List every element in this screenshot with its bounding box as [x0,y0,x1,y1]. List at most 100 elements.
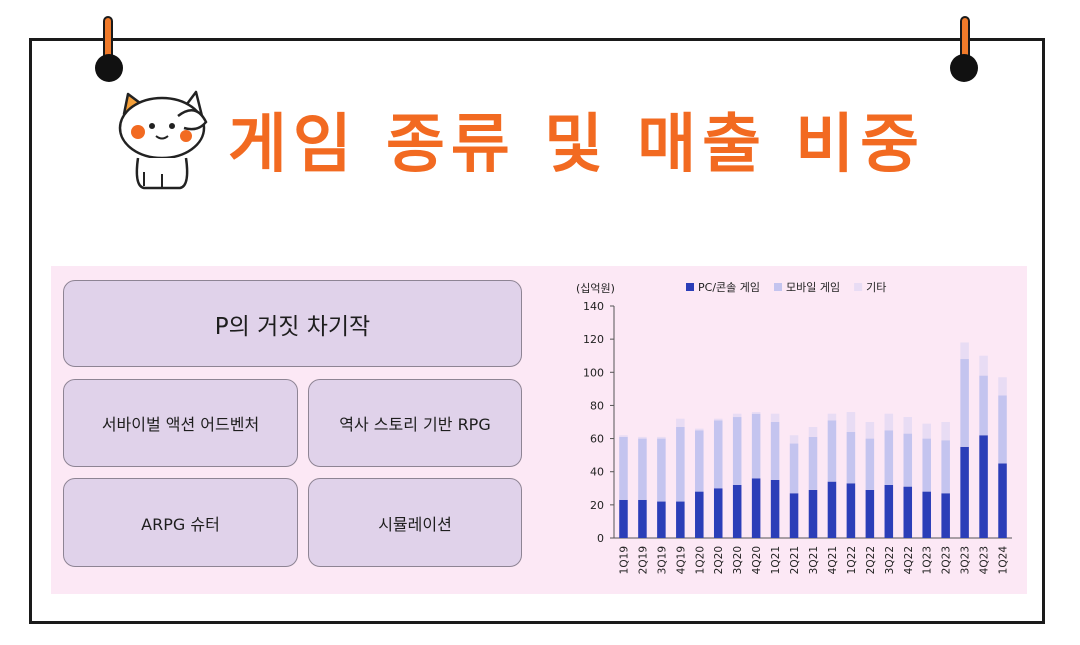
y-tick-label: 80 [590,399,604,412]
y-tick-label: 0 [597,532,604,545]
y-tick-label: 20 [590,499,604,512]
x-tick-label: 3Q23 [960,546,972,574]
bar-segment [732,413,742,418]
cat-mascot-icon [118,90,208,190]
bar-segment [998,463,1007,538]
bar-segment [751,413,761,479]
x-tick-label: 4Q21 [827,546,839,574]
x-tick-label: 2Q21 [789,546,801,574]
bar-segment [695,491,704,538]
genre-label: 역사 스토리 기반 RPG [339,415,491,434]
bar-segment [657,436,666,439]
bar-segment [619,436,628,500]
bar-segment [789,443,799,494]
legend-label: 모바일 게임 [786,280,840,294]
bar-segment [846,483,856,538]
x-tick-label: 3Q22 [884,546,896,574]
y-tick-label: 60 [590,433,604,446]
x-tick-label: 3Q19 [656,546,668,574]
bar-segment [657,501,666,538]
x-tick-label: 1Q22 [846,546,858,574]
bar-segment [922,438,931,492]
bar-segment [770,480,780,538]
chart-unit-label: (십억원) [576,282,615,295]
x-tick-label: 2Q19 [637,546,649,574]
x-tick-label: 1Q21 [770,546,782,574]
bar-segment [732,484,742,538]
genre-box-survival: 서바이벌 액션 어드벤처 [63,379,298,467]
bar-segment [827,413,837,421]
x-tick-label: 1Q24 [998,546,1010,575]
bar-segment [998,377,1007,396]
bar-segment [941,422,950,441]
x-tick-label: 1Q20 [694,546,706,574]
chart-bars [619,342,1007,538]
bar-segment [903,433,913,487]
bar-segment [941,440,950,494]
bar-segment [732,417,742,485]
bar-segment [960,359,969,447]
left-pin-icon [95,54,123,82]
bar-segment [922,491,931,538]
bar-segment [713,418,723,421]
bar-segment [638,438,647,500]
y-tick-label: 140 [583,300,604,313]
bar-segment [998,395,1007,464]
x-tick-label: 3Q20 [732,546,744,574]
bar-segment [638,436,647,439]
bar-segment [865,489,875,538]
genre-label: 서바이벌 액션 어드벤처 [101,415,260,434]
bar-segment [979,375,988,436]
bar-segment [827,420,837,482]
legend-label: PC/콘솔 게임 [698,281,760,294]
x-tick-label: 4Q19 [675,546,687,574]
bar-segment [960,342,969,360]
bar-segment [884,484,894,538]
genre-label: ARPG 슈터 [141,514,220,534]
bar-segment [808,436,818,490]
bar-segment [676,501,685,538]
genre-box-rpg: 역사 스토리 기반 RPG [308,379,522,467]
bar-segment [770,413,780,422]
bar-segment [619,435,628,437]
revenue-chart: (십억원) PC/콘솔 게임 모바일 게임 기타 0 20 40 60 80 100 120 14… [576,280,1012,574]
bar-segment [865,438,875,490]
bar-segment [713,420,723,489]
x-tick-label: 4Q23 [979,546,991,574]
genre-box-arpg: ARPG 슈터 [63,478,298,567]
x-tick-label: 3Q21 [808,546,820,574]
chart-axis: 0 20 40 60 80 100 120 140 1Q19 2Q19 3Q19 4Q19 1Q20 2Q… [583,300,1012,574]
genre-box-simulation: 시뮬레이션 [308,478,522,567]
bar-segment [922,423,931,439]
bar-segment [770,422,780,480]
x-tick-label: 4Q22 [903,546,915,574]
bar-segment [827,481,837,538]
bar-segment [808,489,818,538]
bar-segment [808,426,818,437]
bar-segment [657,438,666,502]
bar-segment [960,446,969,538]
bar-segment [751,412,761,414]
bar-segment [695,428,704,431]
chart-legend: PC/콘솔 게임 모바일 게임 기타 [686,280,886,294]
bar-segment [979,355,988,376]
legend-label: 기타 [866,281,886,294]
genre-label: 시뮬레이션 [378,514,452,534]
bar-segment [695,430,704,492]
bar-segment [619,499,628,538]
x-tick-label: 2Q20 [713,546,725,574]
x-tick-label: 4Q20 [751,546,763,574]
page-title: 게임 종류 및 매출 비중 [228,108,926,182]
legend-swatch [686,283,694,291]
bar-segment [941,493,950,538]
bar-segment [865,422,875,439]
genre-main-label: P의 거짓 차기작 [214,313,371,340]
genre-main-box: P의 거짓 차기작 [63,280,522,367]
right-pin-icon [950,54,978,82]
bar-segment [789,493,799,538]
bar-segment [846,431,856,484]
y-tick-label: 100 [583,366,604,379]
x-tick-label: 2Q23 [941,546,953,574]
bar-segment [676,418,685,427]
bar-segment [884,430,894,485]
